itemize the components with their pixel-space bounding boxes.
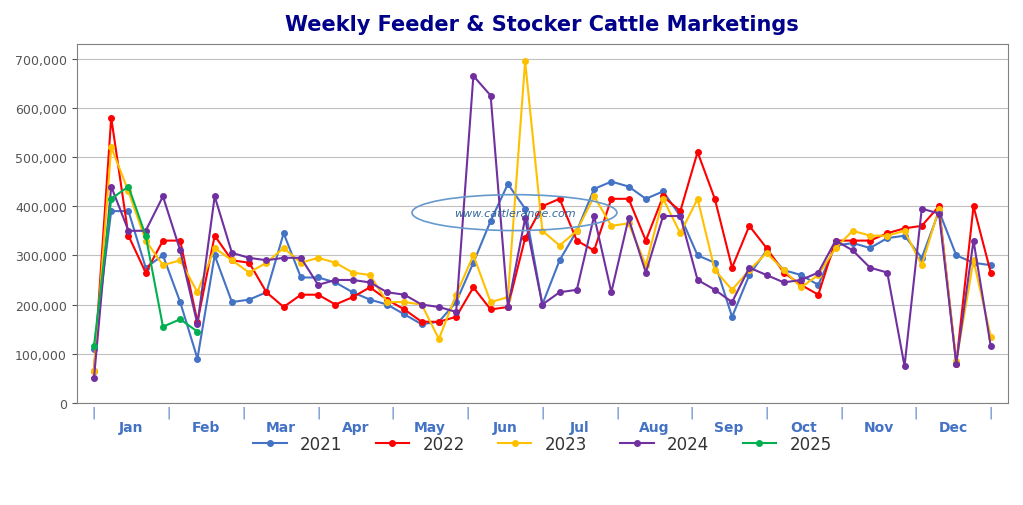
2024 (329, 277, 342, 283)
2021 (88, 346, 100, 352)
2023 (795, 285, 807, 291)
Title: Weekly Feeder & Stocker Cattle Marketings: Weekly Feeder & Stocker Cattle Marketing… (285, 15, 799, 35)
Line: 2024: 2024 (91, 74, 993, 381)
2021 (639, 196, 652, 203)
2021 (191, 356, 204, 362)
2021 (347, 290, 359, 296)
2023 (622, 221, 634, 227)
Line: 2023: 2023 (91, 59, 993, 374)
2024 (468, 74, 480, 80)
2021 (692, 253, 704, 259)
2022 (984, 270, 996, 276)
2023 (88, 368, 100, 374)
2024 (795, 277, 807, 283)
2024 (898, 363, 910, 369)
Legend: 2021, 2022, 2023, 2024, 2025: 2021, 2022, 2023, 2024, 2025 (247, 428, 838, 459)
2022 (898, 226, 910, 232)
2022 (347, 294, 359, 300)
2021 (657, 189, 669, 195)
2025 (88, 343, 100, 349)
2022 (105, 116, 118, 122)
2024 (639, 270, 652, 276)
2022 (674, 209, 686, 215)
2023 (674, 231, 686, 237)
2022 (795, 282, 807, 288)
2021 (812, 282, 825, 288)
Line: 2021: 2021 (91, 179, 993, 362)
Text: www.cattlerange.com: www.cattlerange.com (453, 208, 575, 218)
2023 (639, 263, 652, 269)
2024 (88, 376, 100, 382)
Line: 2022: 2022 (91, 116, 993, 374)
2023 (984, 334, 996, 340)
Line: 2025: 2025 (91, 184, 201, 349)
2022 (639, 238, 652, 244)
2023 (898, 228, 910, 234)
2021 (606, 179, 618, 185)
2023 (329, 260, 342, 266)
2024 (984, 343, 996, 349)
2021 (709, 260, 721, 266)
2022 (88, 368, 100, 374)
2024 (674, 214, 686, 220)
2024 (622, 216, 634, 222)
2021 (984, 263, 996, 269)
2022 (622, 196, 634, 203)
2023 (519, 59, 531, 65)
